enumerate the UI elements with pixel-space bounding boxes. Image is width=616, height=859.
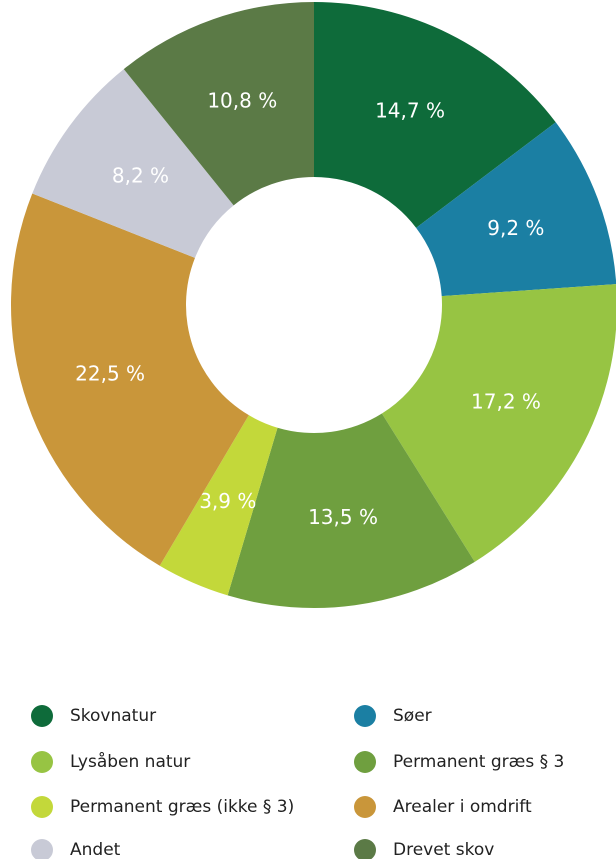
slice-label: 22,5 % [75,361,145,385]
legend-label: Lysåben natur [70,751,190,772]
donut-slice [10,193,249,566]
legend-label: Arealer i omdrift [393,797,532,817]
donut-slice [159,415,278,596]
legend-label: Drevet skov [393,840,494,859]
legend-swatch [354,839,376,859]
donut-slice [227,413,475,609]
legend-label: Søer [393,706,432,726]
donut-slice [32,69,234,258]
donut-slice [314,2,556,228]
legend-swatch [354,705,376,727]
donut-slice [123,2,315,206]
slice-label: 13,5 % [308,505,378,529]
legend-swatch [354,796,376,818]
legend-swatch [31,751,53,773]
legend-swatch [354,751,376,773]
legend-label: Skovnatur [70,706,156,726]
legend-swatch [31,705,53,727]
legend-label: Andet [70,840,121,859]
slice-label: 10,8 % [207,88,277,112]
legend-swatch [31,796,53,818]
slice-label: 3,9 % [199,489,256,513]
legend-swatch [31,839,53,859]
legend-label: Permanent græs (ikke § 3) [70,797,294,817]
donut-slice [416,122,616,297]
slice-label: 17,2 % [471,389,541,413]
legend-label: Permanent græs § 3 [393,752,564,772]
slice-label: 9,2 % [487,216,544,240]
slice-label: 8,2 % [112,164,169,188]
slice-label: 14,7 % [375,99,445,123]
donut-slice [381,284,616,562]
